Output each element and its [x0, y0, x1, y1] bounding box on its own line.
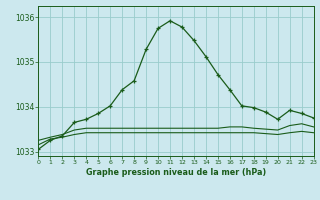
- X-axis label: Graphe pression niveau de la mer (hPa): Graphe pression niveau de la mer (hPa): [86, 168, 266, 177]
